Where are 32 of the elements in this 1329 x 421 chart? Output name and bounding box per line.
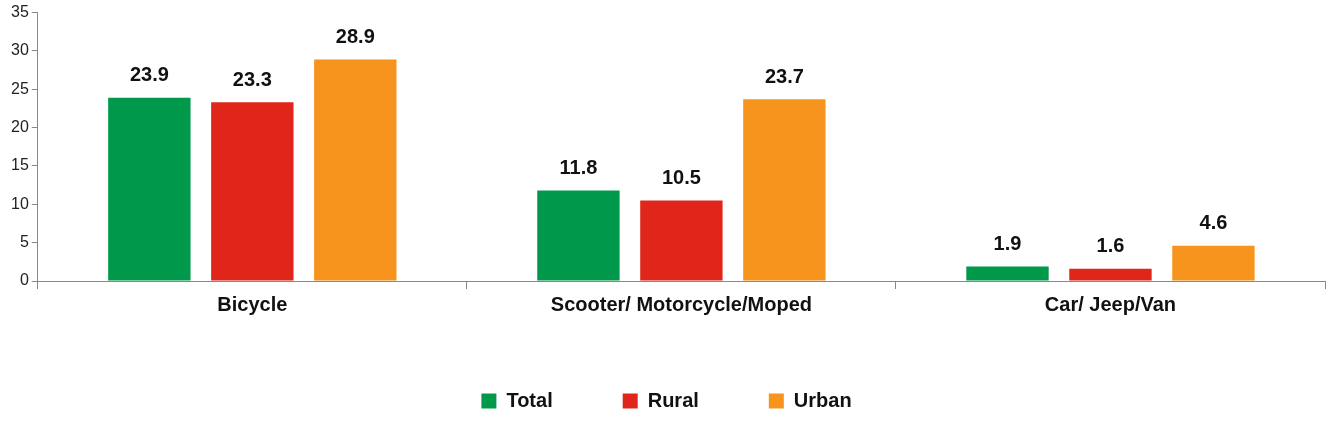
data-label: 23.9 [129,63,169,86]
x-tick-label: Bicycle [217,292,288,315]
data-label: 4.6 [1199,211,1228,234]
bar [640,200,723,281]
bar [743,99,826,281]
y-tick-label: 25 [11,79,29,97]
bar [211,102,294,281]
data-label: 11.8 [559,156,598,179]
bar [966,266,1049,281]
bar [1172,245,1255,281]
x-tick-label: Scooter/ Motorcycle/Moped [550,292,812,315]
bar [1069,268,1152,281]
y-tick-label: 35 [11,3,29,21]
bar [314,59,397,281]
legend-label: Rural [647,388,699,411]
y-tick-label: 30 [11,41,29,59]
y-tick-label: 10 [11,194,29,212]
bar [108,97,191,281]
legend-label: Total [506,388,553,411]
data-label: 1.9 [993,231,1022,254]
bar [537,190,620,281]
y-tick-label: 5 [19,233,29,251]
y-tick-label: 20 [11,118,29,136]
data-label: 1.6 [1096,234,1125,257]
data-label: 23.7 [764,64,804,87]
x-tick-label: Car/ Jeep/Van [1044,292,1177,315]
legend-label: Urban [793,388,852,411]
y-tick-label: 15 [11,156,29,174]
data-label: 10.5 [661,166,701,188]
data-label: 23.3 [232,67,272,90]
y-tick-label: 0 [19,271,29,289]
data-label: 28.9 [335,24,375,47]
